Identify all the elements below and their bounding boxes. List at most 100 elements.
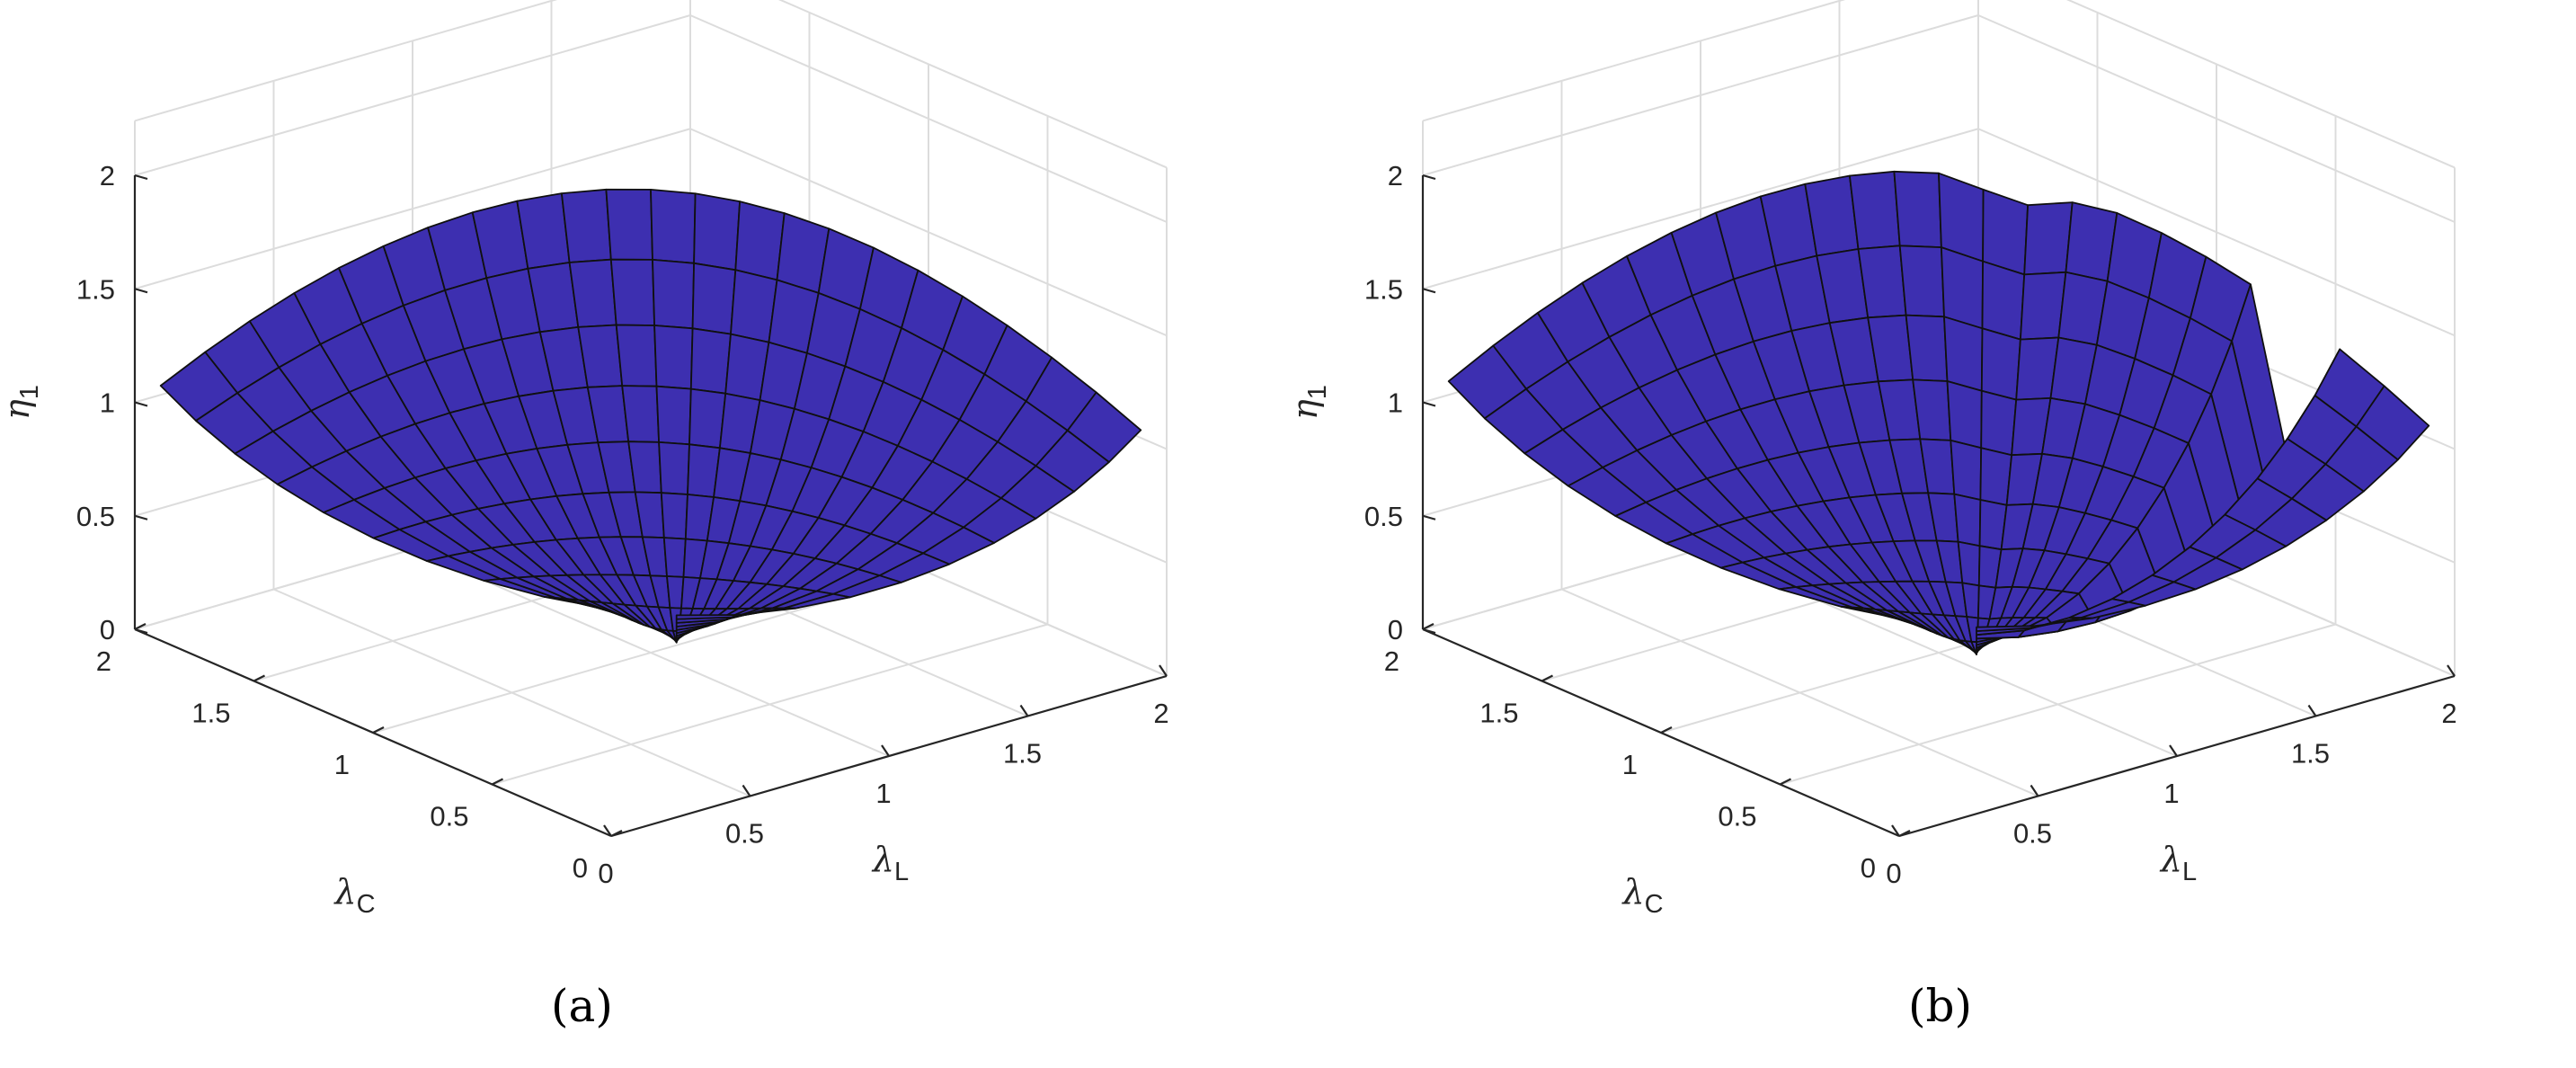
y-tick: [372, 726, 385, 734]
y-tick-label: 0: [573, 852, 588, 884]
y-tick-label: 0.5: [1718, 801, 1756, 832]
x-tick: [603, 824, 612, 837]
surface-patch: [660, 492, 688, 540]
y-tick: [134, 623, 147, 630]
surface-patch: [689, 327, 732, 395]
y-tick-label: 2: [96, 645, 111, 677]
x-tick: [1159, 664, 1168, 677]
surface-patch: [662, 537, 687, 578]
surface-patch: [650, 189, 697, 264]
grid-line: [1422, 128, 1979, 290]
surface-patch: [1981, 260, 2026, 341]
y-tick-label: 1.5: [191, 698, 230, 729]
grid-line: [134, 0, 558, 122]
z-tick-label: 0.5: [1364, 501, 1403, 532]
surface-mesh: [159, 188, 1142, 644]
x-tick-label: 2: [2441, 698, 2456, 729]
x-tick: [2447, 664, 2456, 677]
surface-patch: [1980, 389, 2018, 457]
grid-line: [1977, 128, 2456, 337]
caption-a: (a): [551, 980, 613, 1032]
surface-patch: [734, 200, 786, 281]
y-tick: [1422, 623, 1435, 630]
grid-line: [1780, 623, 2336, 786]
surface-patch: [1946, 380, 1983, 449]
grid-line: [1422, 14, 1979, 176]
y-tick-label: 0.5: [430, 801, 468, 832]
x-tick-label: 1: [2163, 778, 2179, 809]
x-tick-label: 0.5: [2013, 818, 2052, 850]
z-tick: [134, 514, 148, 521]
x-tick: [2307, 704, 2317, 717]
z-tick-label: 1: [1388, 387, 1403, 419]
x-tick: [2169, 744, 2178, 757]
x-tick-label: 2: [1153, 698, 1168, 729]
x-tick: [1019, 704, 1029, 717]
grid-line: [1977, 14, 2456, 223]
surface-patch: [655, 385, 692, 446]
surface-patch: [1980, 327, 2021, 401]
z-tick-label: 0: [1388, 614, 1403, 645]
x-tick-label: 1.5: [2291, 738, 2330, 770]
grid-line: [777, 0, 1168, 169]
x-tick: [2030, 784, 2039, 797]
z-tick-label: 1.5: [76, 273, 115, 305]
grid-line: [2065, 0, 2456, 169]
surface-patch: [1953, 493, 1982, 547]
caption-a-text: (a): [551, 980, 613, 1032]
surface-patch: [2023, 201, 2074, 276]
caption-b: (b): [1908, 980, 1972, 1032]
y-tick: [253, 674, 265, 682]
surface-patch: [568, 258, 617, 328]
surface-patch: [652, 259, 695, 330]
grid-line: [689, 14, 1168, 223]
y-tick-label: 1.5: [1479, 698, 1518, 729]
x-tick-label: 0: [598, 858, 613, 889]
surface-patch: [1893, 170, 1942, 248]
surface-patch: [1943, 316, 1984, 392]
x-tick: [1891, 824, 1900, 837]
x-tick-label: 0.5: [725, 818, 764, 850]
surface-patch: [1898, 245, 1945, 318]
surface-patch: [1957, 540, 1981, 587]
x-axis-label: λL: [871, 840, 909, 886]
x-tick-label: 1.5: [1003, 738, 1042, 770]
y-tick: [1780, 778, 1791, 786]
x-axis-label: λL: [2159, 840, 2197, 886]
x-tick-label: 0: [1886, 858, 1901, 889]
x-tick-label: 1: [875, 778, 891, 809]
grid-line: [134, 14, 691, 176]
surface-mesh: [1447, 170, 2430, 655]
x-tick: [881, 744, 890, 757]
surface-patch: [605, 188, 653, 261]
surface-patch: [691, 262, 737, 335]
z-tick: [1422, 627, 1436, 635]
surface-patch: [1982, 189, 2029, 276]
surface-patch: [615, 324, 658, 387]
z-tick: [1422, 174, 1436, 181]
grid-line: [492, 623, 1048, 786]
y-tick: [1660, 726, 1673, 734]
grid-line: [689, 128, 1168, 337]
y-tick: [1541, 674, 1553, 682]
z-tick: [1422, 514, 1436, 521]
z-tick: [1422, 288, 1436, 294]
y-axis-label: λC: [1621, 872, 1663, 919]
z-axis-label: η1: [1285, 385, 1332, 420]
y-tick-label: 1: [334, 749, 350, 780]
surface-patch: [609, 258, 655, 326]
surface-patch: [1976, 625, 2037, 632]
z-tick: [134, 627, 148, 635]
surface-patch: [675, 614, 739, 620]
z-tick-label: 0.5: [76, 501, 115, 532]
z-tick: [1422, 401, 1436, 407]
z-tick-label: 1.5: [1364, 273, 1403, 305]
surface-patch: [561, 188, 612, 263]
surface-patch: [693, 192, 741, 271]
y-axis-label: λC: [333, 872, 375, 919]
z-tick-label: 2: [100, 160, 115, 191]
surface-patch: [1849, 170, 1901, 250]
y-tick-label: 1: [1622, 749, 1638, 780]
